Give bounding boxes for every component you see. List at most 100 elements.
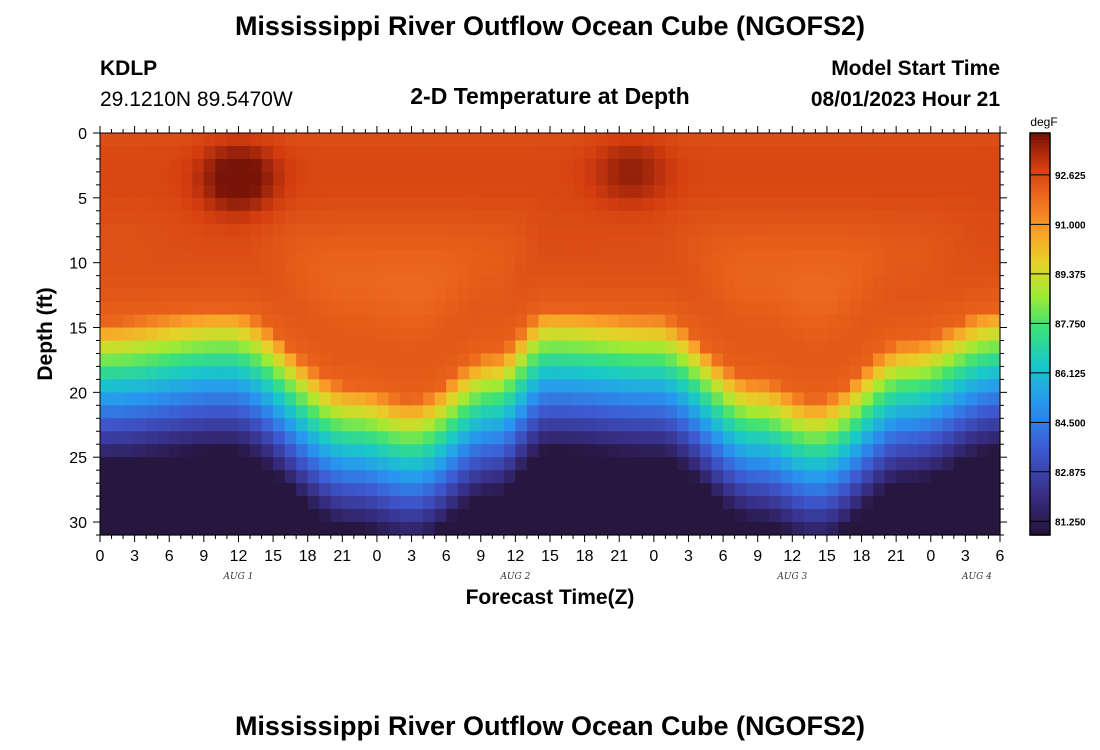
heatmap-cell [884,314,897,329]
heatmap-cell [630,444,643,458]
heatmap-cell [584,158,597,173]
heatmap-cell [907,288,920,303]
heatmap-cell [676,236,690,251]
heatmap-cell [376,340,390,355]
heatmap-cell [203,444,216,458]
heatmap-cell [157,145,170,160]
heatmap-cell [388,392,401,406]
heatmap-cell [434,431,447,445]
heatmap-cell [388,158,401,173]
heatmap-cell [607,340,620,355]
heatmap-cell [896,496,909,510]
heatmap-cell [676,353,690,368]
heatmap-cell [538,158,551,173]
heatmap-cell [226,314,240,329]
heatmap-cell [480,171,493,186]
heatmap-cell [550,405,563,419]
heatmap-cell [780,184,793,199]
heatmap-cell [157,210,170,225]
heatmap-cell [896,301,909,316]
heatmap-cell [146,314,159,329]
heatmap-cell [746,522,759,536]
heatmap-cell [780,133,793,147]
heatmap-cell [873,366,886,380]
heatmap-cell [815,444,828,458]
heatmap-cell [826,223,840,238]
heatmap-cell [215,509,228,523]
heatmap-cell [653,457,666,471]
heatmap-cell [815,236,828,251]
heatmap-cell [653,327,666,342]
heatmap-cell [123,340,136,355]
heatmap-cell [642,379,655,393]
heatmap-cell [584,288,597,303]
heatmap-cell [665,158,678,173]
heatmap-cell [515,171,528,186]
heatmap-cell [700,418,713,432]
heatmap-cell [480,133,493,147]
heatmap-cell [884,418,897,432]
heatmap-cell [861,171,874,186]
heatmap-cell [919,171,932,186]
colorbar-band [1030,136,1050,141]
colorbar-band [1030,377,1050,382]
heatmap-cell [100,197,113,212]
heatmap-cell [873,327,886,342]
heatmap-cell [400,184,413,199]
heatmap-cell [169,418,182,432]
heatmap-cell [146,288,159,303]
heatmap-cell [653,496,666,510]
heatmap-cell [434,522,447,536]
heatmap-cell [388,210,401,225]
heatmap-cell [273,184,286,199]
heatmap-cell [365,288,378,303]
heatmap-cell [411,379,424,393]
heatmap-cell [930,392,943,406]
heatmap-cell [111,340,124,355]
heatmap-cell [688,353,701,368]
heatmap-cell [873,197,886,212]
heatmap-cell [203,392,216,406]
heatmap-cell [203,496,216,510]
heatmap-cell [157,262,170,277]
heatmap-cell [550,223,563,238]
heatmap-cell [319,522,332,536]
heatmap-cell [434,340,447,355]
heatmap-cell [792,366,805,380]
heatmap-cell [700,301,713,316]
heatmap-cell [434,145,447,160]
heatmap-cell [307,210,320,225]
colorbar-band [1030,153,1050,158]
heatmap-cell [192,418,205,432]
colorbar-band [1030,347,1050,352]
colorbar-band [1030,297,1050,302]
heatmap-cell [215,457,228,471]
heatmap-cell [515,496,528,510]
heatmap-cell [919,340,932,355]
colorbar-band [1030,176,1050,181]
heatmap-cell [446,366,459,380]
heatmap-cell [850,353,863,368]
heatmap-cell [619,496,632,510]
heatmap-cell [942,262,955,277]
heatmap-cell [965,171,978,186]
heatmap-cell [653,184,666,199]
heatmap-cell [296,379,309,393]
heatmap-cell [688,133,701,147]
heatmap-cell [273,405,286,419]
colorbar-band [1030,139,1050,144]
heatmap-cell [192,288,205,303]
heatmap-cell [723,340,736,355]
x-tick-label: 12 [230,548,248,565]
heatmap-cell [596,262,609,277]
heatmap-cell [284,158,297,173]
heatmap-cell [469,522,482,536]
heatmap-cell [873,353,886,368]
heatmap-cell [203,366,216,380]
heatmap-cell [792,236,805,251]
heatmap-cell [826,379,840,393]
heatmap-cell [838,379,851,393]
heatmap-cell [215,262,228,277]
heatmap-cell [134,431,147,445]
heatmap-cell [434,133,447,147]
